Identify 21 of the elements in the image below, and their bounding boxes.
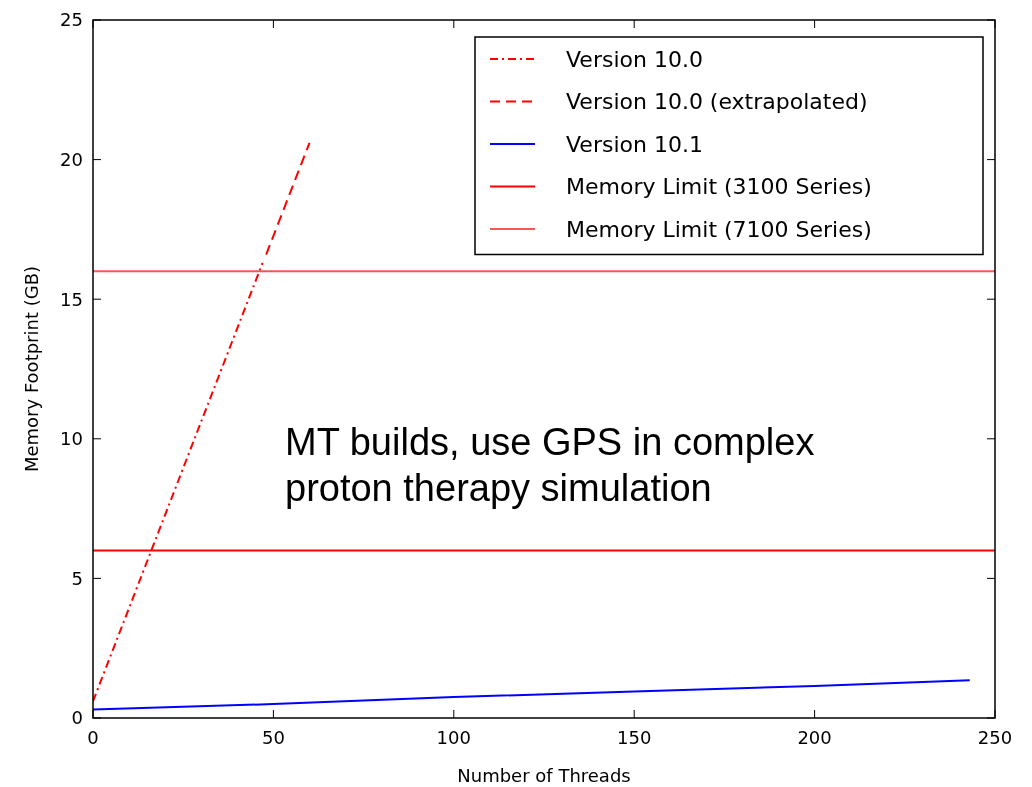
y-tick-label: 20 xyxy=(60,148,83,170)
x-tick-label: 50 xyxy=(261,727,285,748)
y-tick-label: 0 xyxy=(71,707,83,729)
legend-label: Version 10.1 xyxy=(566,131,703,157)
y-tick-label: 25 xyxy=(60,9,83,31)
legend-label: Version 10.0 xyxy=(566,46,703,72)
legend-label: Version 10.0 (extrapolated) xyxy=(566,89,868,115)
x-tick-label: 150 xyxy=(617,727,652,748)
annotation: MT builds, use GPS in complex proton therapy simulation xyxy=(285,421,815,509)
y-tick-label: 5 xyxy=(71,567,83,589)
y-tick-label: 15 xyxy=(60,288,83,310)
legend-label: Memory Limit (7100 Series) xyxy=(566,216,872,242)
x-tick-label: 200 xyxy=(797,727,832,748)
line-series xyxy=(93,679,971,711)
x-tick-label: 250 xyxy=(977,727,1013,748)
x-tick-label: 0 xyxy=(87,727,99,748)
x-axis-title: Number of Threads xyxy=(457,765,631,786)
legend-label: Memory Limit (3100 Series) xyxy=(566,174,872,200)
y-tick-label: 10 xyxy=(60,428,83,450)
x-tick-label: 100 xyxy=(436,727,471,748)
y-axis-title: Memory Footprint (GB) xyxy=(21,265,42,473)
